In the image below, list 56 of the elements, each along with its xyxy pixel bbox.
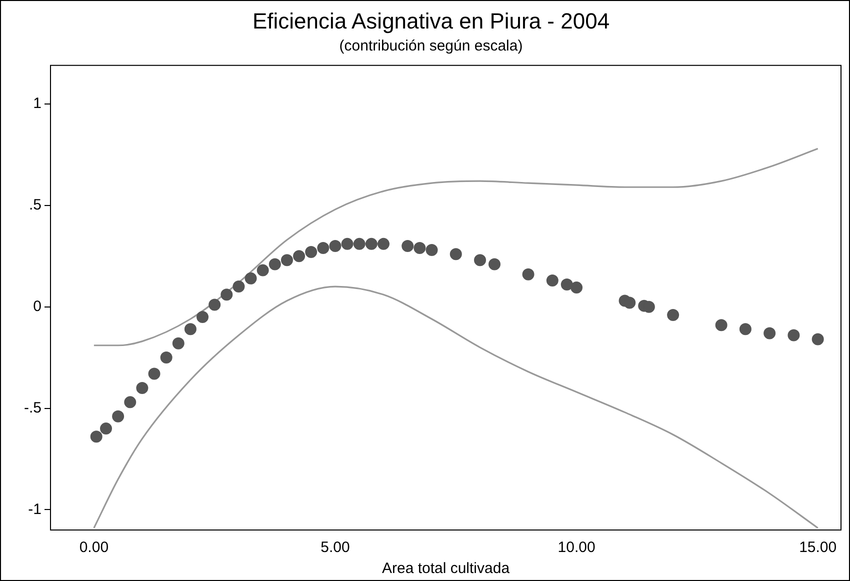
point: [196, 310, 209, 323]
point: [293, 250, 306, 262]
point: [268, 258, 281, 270]
point: [570, 282, 583, 294]
point: [365, 238, 378, 250]
point: [546, 274, 558, 286]
point: [136, 382, 148, 394]
y-tick-label: -1: [28, 500, 42, 518]
y-tick-label: 0: [33, 298, 42, 315]
point: [100, 422, 112, 435]
point: [414, 242, 426, 254]
x-axis-title: Area total cultivada: [382, 560, 510, 578]
point: [280, 254, 293, 266]
point: [624, 296, 636, 309]
point: [172, 337, 184, 350]
point: [450, 248, 462, 260]
point: [148, 368, 160, 380]
point: [305, 246, 318, 258]
x-tick-label: 5.00: [320, 539, 350, 556]
point: [715, 319, 728, 332]
point: [232, 280, 245, 293]
chart-subtitle: (contribución según escala): [339, 38, 523, 55]
point: [667, 308, 680, 321]
point: [739, 323, 752, 336]
point: [788, 329, 800, 342]
y-tick-label: .5: [28, 196, 42, 214]
point: [488, 258, 500, 270]
point: [522, 268, 534, 280]
point: [220, 288, 233, 301]
point: [341, 238, 354, 250]
point: [353, 238, 366, 250]
point: [184, 323, 196, 336]
point: [317, 242, 330, 254]
x-tick-label: 0.00: [79, 539, 109, 556]
point: [112, 410, 124, 422]
point: [244, 272, 257, 284]
point: [764, 327, 776, 340]
x-tick-label: 15.00: [799, 539, 837, 556]
point: [124, 396, 136, 408]
point: [160, 352, 172, 364]
point: [560, 278, 573, 291]
point: [426, 244, 438, 256]
point: [208, 298, 221, 311]
y-tick-label: 1: [33, 95, 42, 112]
point: [378, 238, 390, 250]
point: [256, 264, 269, 276]
chart-title: Eficiencia Asignativa en Piura - 2004: [252, 8, 610, 34]
point: [402, 240, 414, 252]
point: [329, 240, 342, 252]
line-series: [93, 286, 819, 529]
point: [90, 430, 102, 443]
point: [812, 333, 824, 346]
x-tick-label: 10.00: [558, 539, 596, 556]
point: [474, 254, 486, 266]
line-series: [93, 148, 819, 346]
y-tick-label: -.5: [24, 399, 42, 416]
